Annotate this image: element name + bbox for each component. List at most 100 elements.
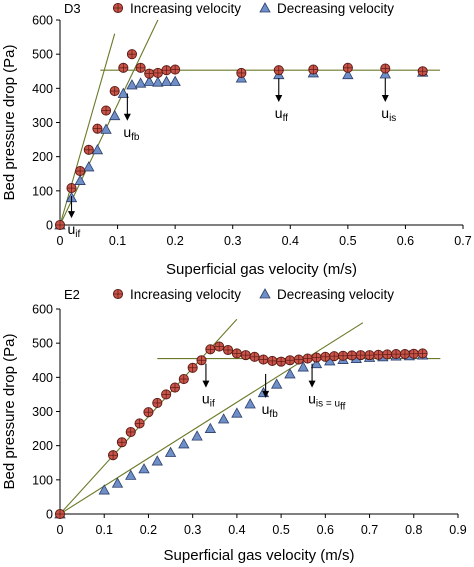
arrow-head <box>275 95 283 102</box>
annotation-label-main: u <box>381 105 389 121</box>
increasing-velocity-point <box>92 123 103 134</box>
increasing-velocity-point <box>373 349 384 360</box>
decreasing-velocity-point <box>204 422 217 433</box>
decreasing-velocity-point <box>169 75 181 86</box>
increasing-velocity-point <box>54 219 66 231</box>
legend-label-decreasing: Decreasing velocity <box>277 287 394 302</box>
chart-panel-d3: 0 100 200 300 400 500 600 0 0.1 0.2 0.3 0.4 0.5 0.6 0.… <box>1 1 472 278</box>
increasing-velocity-point <box>320 351 331 362</box>
annotation-label-main: u <box>68 221 76 237</box>
increasing-velocity-point <box>329 351 340 362</box>
decreasing-velocity-point <box>342 68 354 80</box>
decreasing-velocity-point <box>160 75 173 86</box>
increasing-velocity-point <box>417 66 428 77</box>
increasing-velocity-point <box>214 341 225 352</box>
increasing-velocity-point <box>391 349 402 360</box>
increasing-velocity-point <box>355 350 366 361</box>
decreasing-velocity-point <box>100 123 112 134</box>
annotation-label-main: u <box>308 391 316 407</box>
increasing-velocity-point <box>134 418 145 429</box>
y-axis-label: Bed pressure drop (Pa) <box>1 45 18 201</box>
increasing-velocity-point <box>169 382 181 393</box>
x-tick-label: 0.7 <box>454 234 471 248</box>
annotation-arrow-2: ufb <box>123 93 140 143</box>
annotation-arrow-3: uis = uff <box>308 363 346 413</box>
chart-panel-e2: 0 100 200 300 400 500 600 0 0.1 0.2 0.3 0.4 0.5 0.6 0.… <box>1 287 467 564</box>
increasing-velocity-point <box>126 49 138 60</box>
decreasing-velocity-point <box>91 144 104 155</box>
annotation-label: uif <box>68 221 81 240</box>
increasing-velocity-point <box>267 355 278 366</box>
decreasing-velocity-point <box>217 413 230 424</box>
arrow-head <box>262 390 270 398</box>
increasing-velocity-point <box>118 62 129 73</box>
increasing-velocity-point <box>302 353 313 364</box>
annotation-label-sub: fb <box>131 132 140 143</box>
decreasing-velocity-point <box>138 463 150 474</box>
increasing-velocity-point <box>222 344 234 356</box>
decreasing-velocity-point <box>125 469 137 480</box>
decreasing-velocity-point <box>310 357 323 369</box>
increasing-velocity-point <box>231 348 242 359</box>
increasing-velocity-point <box>135 62 146 73</box>
increasing-velocity-point <box>109 86 120 97</box>
trend-line-1 <box>59 33 116 226</box>
annotation-label-sub: ff <box>283 113 289 124</box>
decreasing-velocity-point <box>271 378 283 389</box>
x-tick-label: 0.5 <box>272 523 289 537</box>
increasing-velocity-point <box>170 64 181 75</box>
decreasing-velocity-point <box>191 430 203 441</box>
arrow-head <box>68 211 76 219</box>
legend-marker-increasing <box>112 2 124 14</box>
increasing-velocity-point <box>284 355 296 366</box>
increasing-velocity-point <box>152 397 163 409</box>
decreasing-velocity-point <box>164 446 177 457</box>
y-tick-label: 0 <box>46 508 53 522</box>
increasing-velocity-point <box>205 344 216 355</box>
increasing-velocity-point <box>101 105 112 116</box>
x-tick-label: 0 <box>57 234 64 248</box>
x-tick-label: 0.7 <box>361 523 378 537</box>
annotation-label-sub2: ff <box>340 402 346 413</box>
arrow-head <box>123 113 131 121</box>
x-tick-label: 0.1 <box>109 234 126 248</box>
increasing-velocity-point <box>240 350 251 361</box>
x-tick-label: 0 <box>57 523 64 537</box>
y-tick-label: 300 <box>32 405 53 419</box>
x-tick-label: 0.6 <box>317 523 334 537</box>
x-tick-label: 0.8 <box>405 523 422 537</box>
increasing-velocity-point <box>276 356 287 367</box>
arrow-head <box>381 95 389 102</box>
increasing-velocity-point <box>399 349 410 360</box>
increasing-velocity-point <box>293 354 304 365</box>
x-tick-label: 0.3 <box>184 523 201 537</box>
decreasing-velocity-point <box>83 161 95 172</box>
increasing-velocity-point <box>258 354 269 365</box>
decreasing-velocity-point <box>98 484 110 495</box>
decreasing-velocity-point <box>152 76 164 87</box>
annotation-label-sub: if <box>210 399 215 410</box>
legend-marker-increasing <box>112 288 124 300</box>
increasing-velocity-point <box>178 373 189 385</box>
y-tick-label: 500 <box>32 337 53 351</box>
annotation-arrow-4: uis <box>381 78 396 124</box>
arrow-head <box>308 380 316 388</box>
increasing-velocity-point <box>337 350 349 361</box>
increasing-velocity-point <box>152 67 163 79</box>
increasing-velocity-point <box>342 62 353 73</box>
y-tick-label: 400 <box>32 371 53 385</box>
increasing-velocity-point <box>273 65 284 76</box>
decreasing-velocity-point <box>151 455 163 466</box>
decreasing-velocity-point <box>143 75 155 86</box>
increasing-velocity-point <box>161 389 172 400</box>
x-tick-label: 0.3 <box>224 234 241 248</box>
y-tick-label: 400 <box>32 82 53 96</box>
x-tick-label: 0.9 <box>449 523 466 537</box>
decreasing-velocity-point <box>178 438 190 449</box>
annotation-label: ufb <box>123 124 140 143</box>
x-axis-label: Superficial gas velocity (m/s) <box>164 547 355 564</box>
decreasing-velocity-point <box>111 477 124 488</box>
decreasing-velocity-point <box>109 109 121 121</box>
annotation-label-main: u <box>202 391 210 407</box>
increasing-velocity-point <box>380 63 391 74</box>
